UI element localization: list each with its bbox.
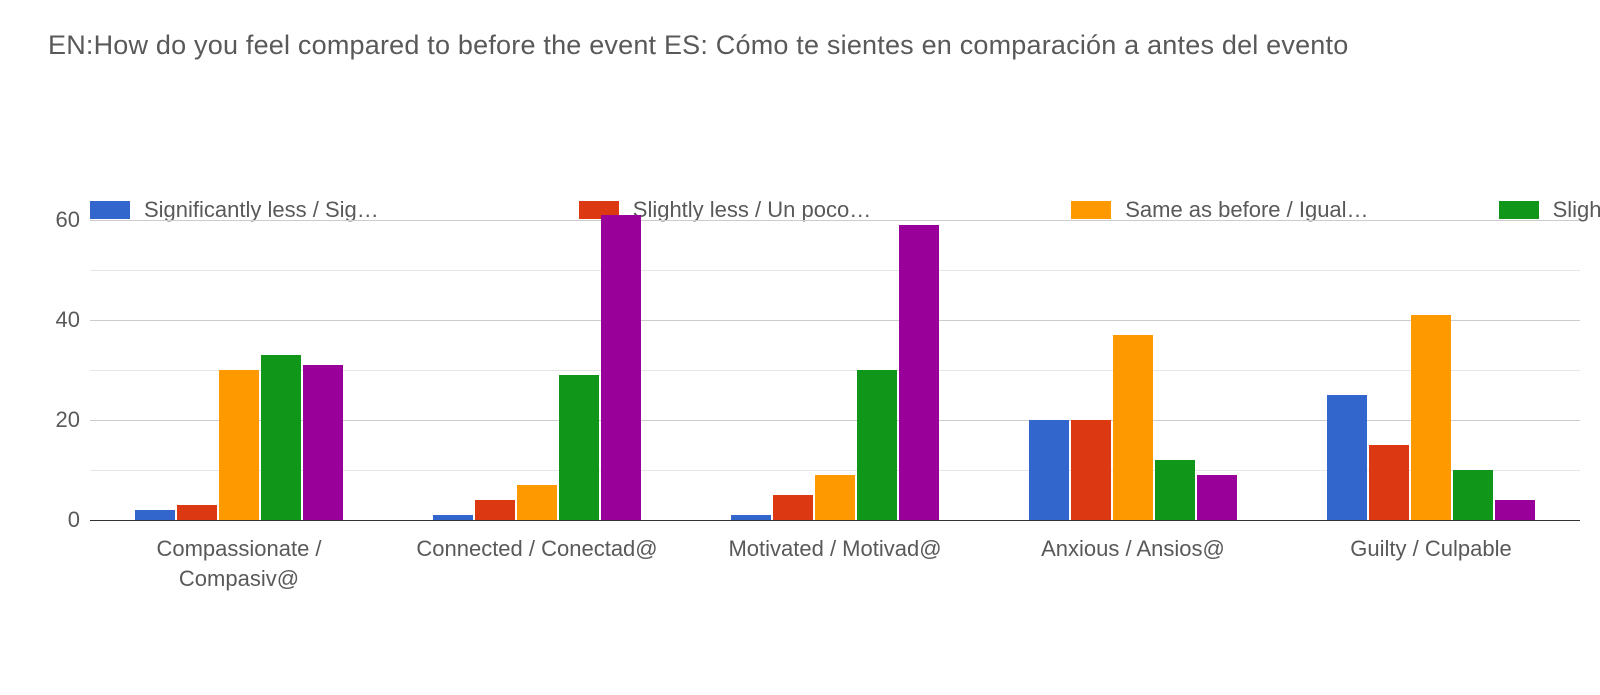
x-tick-label-line: Anxious / Ansios@	[990, 534, 1276, 564]
bar[interactable]	[1155, 460, 1195, 520]
bar[interactable]	[601, 215, 641, 520]
x-tick-label-line: Compasiv@	[96, 564, 382, 594]
bar[interactable]	[773, 495, 813, 520]
bar[interactable]	[559, 375, 599, 520]
bar-group	[984, 220, 1282, 520]
bar-group	[1282, 220, 1580, 520]
bar-cluster	[1029, 335, 1237, 520]
legend-swatch	[90, 201, 130, 219]
bar[interactable]	[1071, 420, 1111, 520]
bar[interactable]	[815, 475, 855, 520]
bar[interactable]	[475, 500, 515, 520]
bar[interactable]	[1495, 500, 1535, 520]
x-tick-label: Connected / Conectad@	[388, 534, 686, 593]
x-axis-line	[90, 520, 1580, 521]
bar-group	[90, 220, 388, 520]
bar[interactable]	[1029, 420, 1069, 520]
bar-group	[388, 220, 686, 520]
x-tick-label: Compassionate /Compasiv@	[90, 534, 388, 593]
y-tick-label: 0	[30, 507, 80, 533]
bar[interactable]	[1453, 470, 1493, 520]
bar[interactable]	[177, 505, 217, 520]
legend-swatch	[1499, 201, 1539, 219]
chart-bars	[90, 220, 1580, 520]
x-tick-label-line: Guilty / Culpable	[1288, 534, 1574, 564]
x-tick-label: Guilty / Culpable	[1282, 534, 1580, 593]
bar[interactable]	[899, 225, 939, 520]
chart-title: EN:How do you feel compared to before th…	[48, 30, 1348, 61]
legend-swatch	[1071, 201, 1111, 219]
bar[interactable]	[857, 370, 897, 520]
bar[interactable]	[1411, 315, 1451, 520]
bar-cluster	[433, 215, 641, 520]
x-tick-label-line: Connected / Conectad@	[394, 534, 680, 564]
bar[interactable]	[261, 355, 301, 520]
x-tick-label-line: Compassionate /	[96, 534, 382, 564]
x-tick-label-line: Motivated / Motivad@	[692, 534, 978, 564]
bar-cluster	[135, 355, 343, 520]
x-tick-label: Anxious / Ansios@	[984, 534, 1282, 593]
bar[interactable]	[1197, 475, 1237, 520]
bar-cluster	[731, 225, 939, 520]
bar[interactable]	[219, 370, 259, 520]
bar[interactable]	[433, 515, 473, 520]
bar-cluster	[1327, 315, 1535, 520]
bar[interactable]	[731, 515, 771, 520]
bar[interactable]	[1113, 335, 1153, 520]
y-tick-label: 20	[30, 407, 80, 433]
y-tick-label: 40	[30, 307, 80, 333]
bar[interactable]	[303, 365, 343, 520]
x-axis-labels: Compassionate /Compasiv@Connected / Cone…	[90, 534, 1580, 593]
bar[interactable]	[517, 485, 557, 520]
x-tick-label: Motivated / Motivad@	[686, 534, 984, 593]
bar[interactable]	[1327, 395, 1367, 520]
bar[interactable]	[1369, 445, 1409, 520]
bar[interactable]	[135, 510, 175, 520]
bar-group	[686, 220, 984, 520]
y-tick-label: 60	[30, 207, 80, 233]
